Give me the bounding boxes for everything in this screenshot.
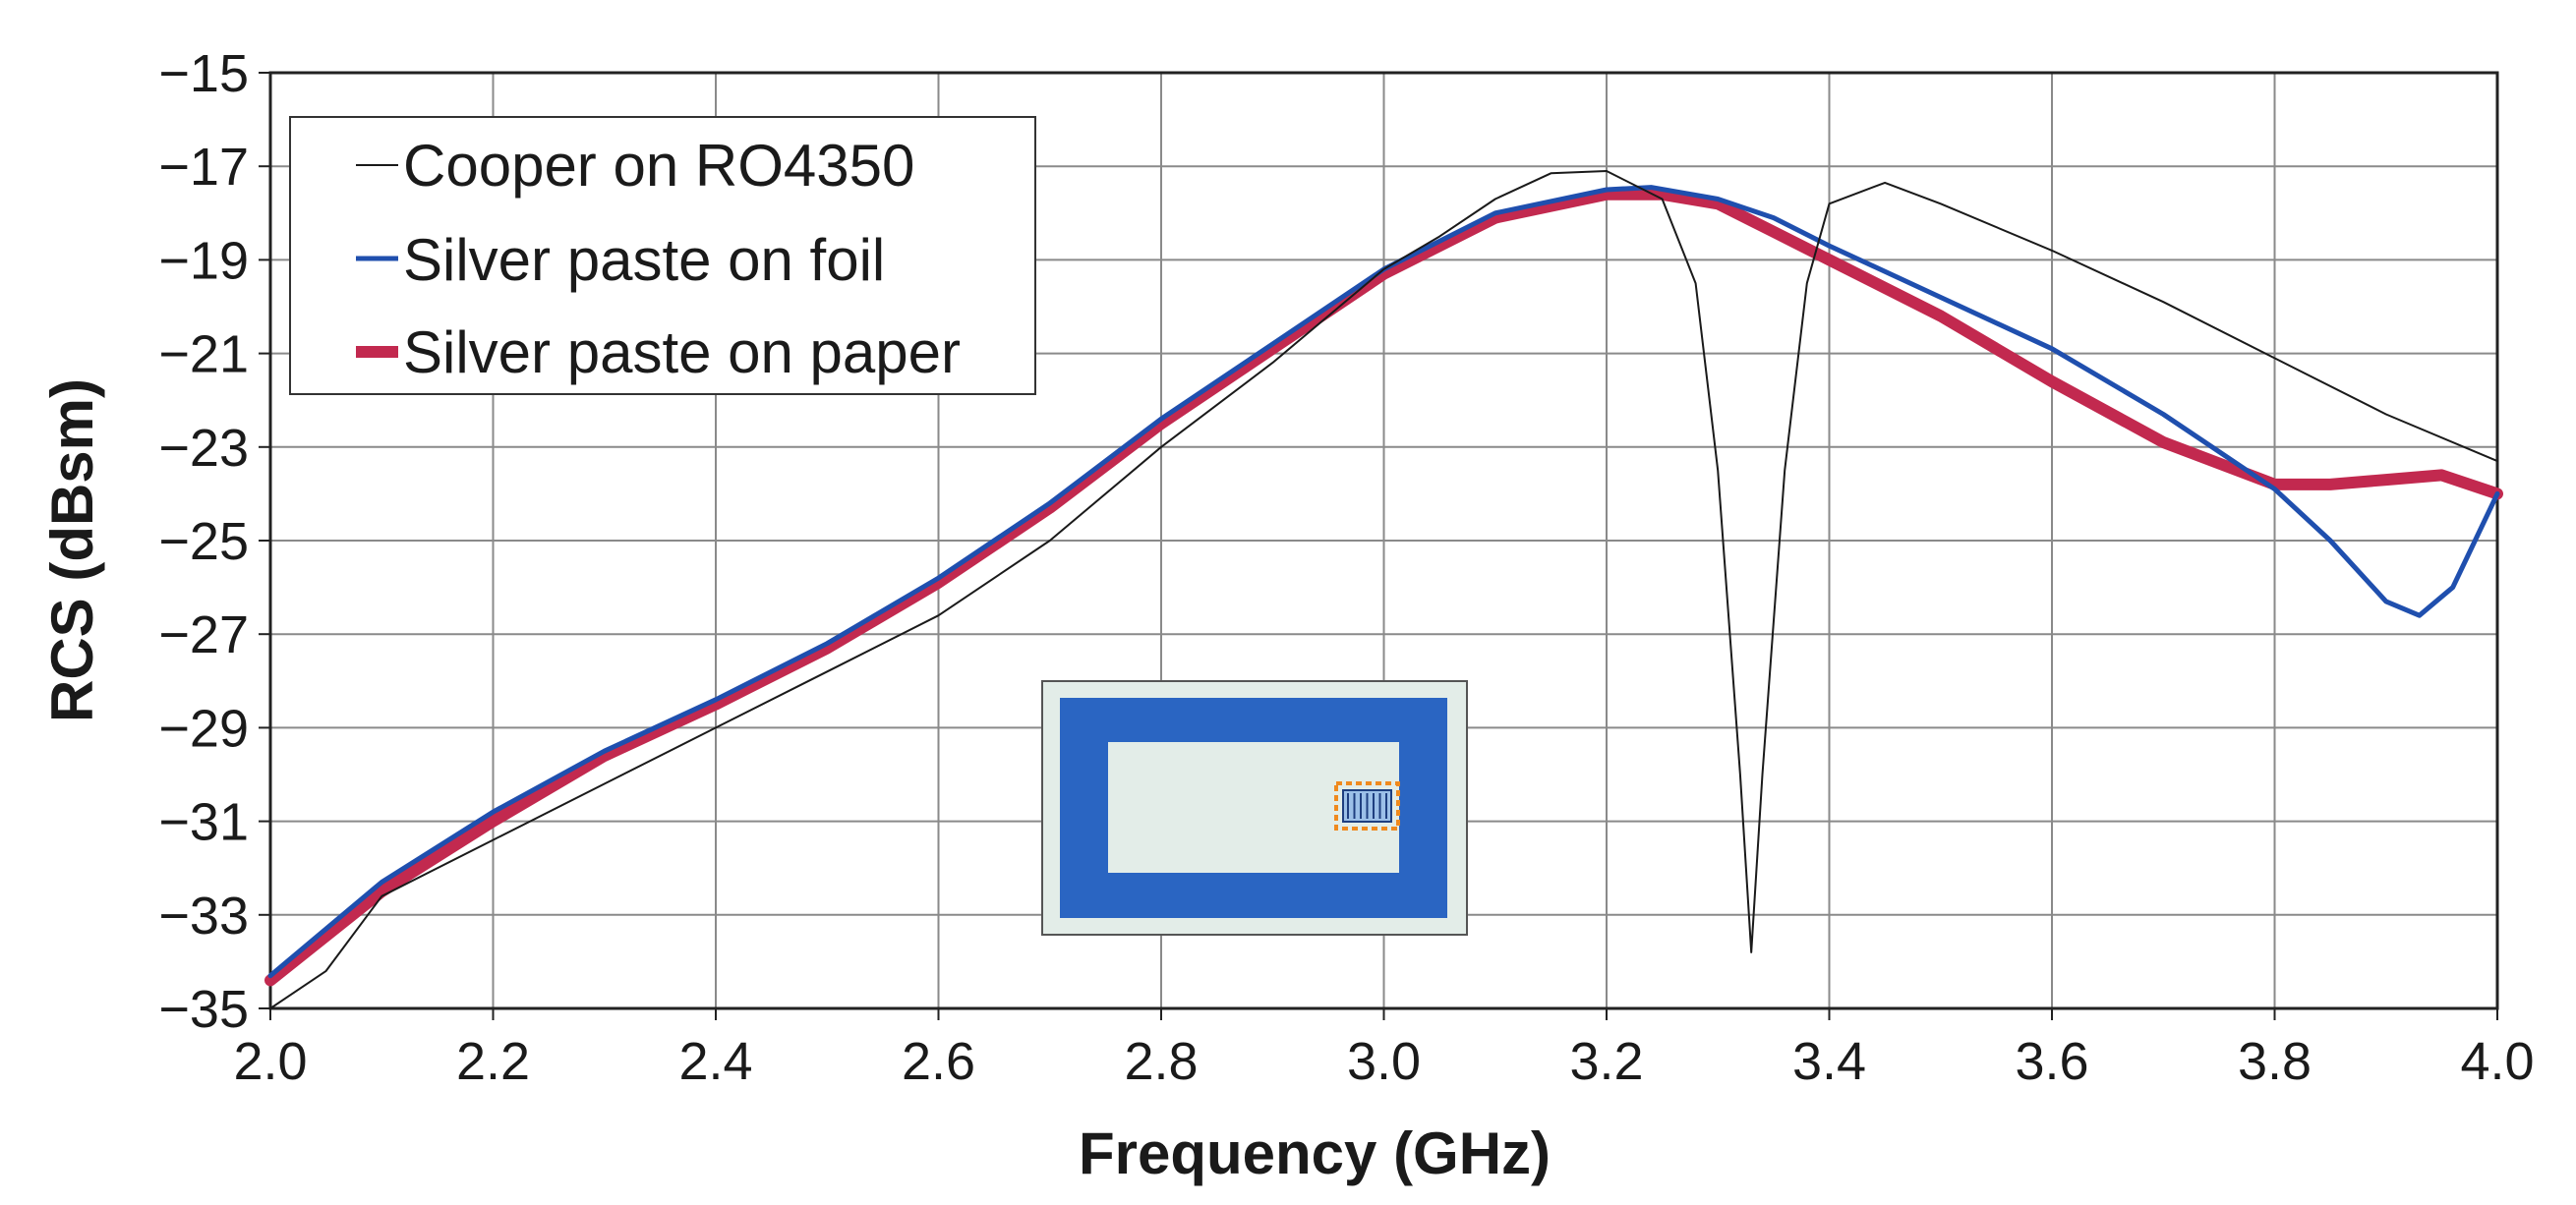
- y-tick-label: −15: [158, 44, 249, 103]
- antenna-inset-illustration: [1041, 680, 1468, 936]
- x-tick-label: 2.8: [1124, 1032, 1198, 1091]
- legend-item-foil: Silver paste on foil: [356, 227, 885, 293]
- y-tick-label: −19: [158, 231, 249, 290]
- x-tick-label: 3.2: [1569, 1032, 1643, 1091]
- inset-chip-lines: [1347, 793, 1387, 819]
- x-tick-label: 3.0: [1347, 1032, 1421, 1091]
- x-tick-label: 2.6: [902, 1032, 975, 1091]
- x-tick-label: 3.4: [1792, 1032, 1866, 1091]
- y-tick-label: −17: [158, 138, 249, 197]
- series-layer: [264, 170, 2503, 1009]
- y-tick-label: −35: [158, 980, 249, 1039]
- series-line-foil: [267, 185, 2500, 979]
- y-tick-label: −31: [158, 793, 249, 852]
- legend-label-foil: Silver paste on foil: [403, 227, 885, 293]
- legend-item-cooper: Cooper on RO4350: [356, 133, 914, 199]
- x-axis-ticks: 2.0 2.2 2.4 2.6 2.8 3.0 3.2 3.4 3.6 3.8 4.0: [233, 1008, 2535, 1091]
- x-axis-title: Frequency (GHz): [1079, 1120, 1551, 1186]
- y-tick-label: −27: [158, 605, 249, 664]
- x-tick-label: 3.6: [2015, 1032, 2088, 1091]
- y-axis-ticks: −15 −17 −19 −21 −23 −25 −27 −29 −31 −33 −35: [158, 44, 270, 1039]
- legend-label-paper: Silver paste on paper: [403, 319, 961, 385]
- y-tick-label: −33: [158, 887, 249, 946]
- x-tick-label: 2.0: [233, 1032, 307, 1091]
- x-tick-label: 4.0: [2460, 1032, 2534, 1091]
- series-line-cooper: [269, 170, 2498, 1009]
- y-axis-title: RCS (dBsm): [39, 378, 105, 722]
- x-tick-label: 3.8: [2238, 1032, 2312, 1091]
- legend: Cooper on RO4350 Silver paste on foil Si…: [289, 116, 1036, 395]
- legend-item-paper: Silver paste on paper: [356, 319, 961, 385]
- y-tick-label: −25: [158, 512, 249, 571]
- series-line-paper: [264, 188, 2503, 987]
- y-tick-label: −29: [158, 699, 249, 758]
- x-tick-label: 2.2: [456, 1032, 530, 1091]
- y-tick-label: −21: [158, 325, 249, 384]
- y-tick-label: −23: [158, 419, 249, 478]
- inset-chip: [1334, 781, 1400, 831]
- x-tick-label: 2.4: [678, 1032, 752, 1091]
- legend-box: [289, 116, 1036, 395]
- legend-label-cooper: Cooper on RO4350: [403, 133, 914, 199]
